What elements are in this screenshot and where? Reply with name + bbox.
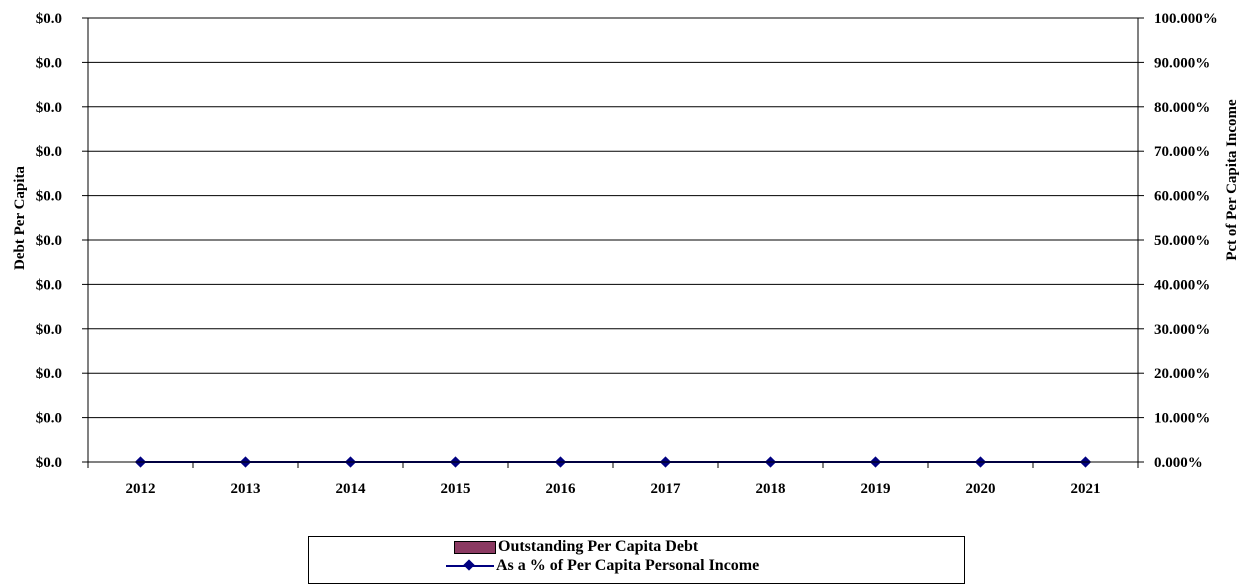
right-tick-label: 60.000% [1154,189,1210,205]
left-tick-label: $0.0 [36,277,62,293]
right-axis-title: Pct of Per Capita Income [1224,99,1240,261]
x-tick-labels: 2012 2013 2014 2015 2016 2017 2018 2019 2020 2021 [126,481,1101,497]
x-tick-label: 2013 [231,481,261,497]
right-tick-label: 20.000% [1154,366,1210,382]
left-tick-label: $0.0 [36,322,62,338]
x-tick-label: 2014 [336,481,367,497]
x-tick-label: 2019 [861,481,891,497]
left-tick-label: $0.0 [36,100,62,116]
x-tick-label: 2015 [441,481,471,497]
right-tick-label: 80.000% [1154,100,1210,116]
left-tick-label: $0.0 [36,233,62,249]
legend-label-pct: As a % of Per Capita Personal Income [496,557,760,574]
right-tick-label: 30.000% [1154,322,1210,338]
x-tick-label: 2016 [546,481,577,497]
right-tick-label: 50.000% [1154,233,1210,249]
right-tick-label: 0.000% [1154,455,1203,471]
x-tick-label: 2020 [966,481,996,497]
legend-item-pct: As a % of Per Capita Personal Income [446,557,759,575]
left-tick-label: $0.0 [36,411,62,427]
x-tick-label: 2012 [126,481,156,497]
legend-label-debt: Outstanding Per Capita Debt [498,538,699,555]
left-axis-title: Debt Per Capita [12,166,28,270]
right-tick-label: 10.000% [1154,411,1210,427]
right-tick-labels: 0.000% 10.000% 20.000% 30.000% 40.000% 50.000… [1154,11,1218,471]
chart: $0.0 $0.0 $0.0 $0.0 $0.0 $0.0 $0.0 $0.0 $0.0 $0.0… [12,11,1240,497]
left-tick-labels: $0.0 $0.0 $0.0 $0.0 $0.0 $0.0 $0.0 $0.0 $0.0 $0.0… [36,11,62,471]
x-tick-label: 2021 [1071,481,1101,497]
x-tick-label: 2018 [756,481,786,497]
left-tick-label: $0.0 [36,455,62,471]
legend-bar-swatch [454,540,496,554]
right-tick-label: 40.000% [1154,277,1210,293]
legend-line-swatch [446,559,494,573]
right-tick-label: 90.000% [1154,55,1210,71]
left-tick-label: $0.0 [36,55,62,71]
right-tick-label: 70.000% [1154,144,1210,160]
legend-item-debt: Outstanding Per Capita Debt [454,538,698,556]
gridlines [88,17,1138,463]
left-tick-label: $0.0 [36,189,62,205]
axes [82,17,1144,468]
left-tick-label: $0.0 [36,144,62,160]
x-tick-label: 2017 [651,481,682,497]
legend: Outstanding Per Capita Debt As a % of Pe… [308,536,965,584]
right-tick-label: 100.000% [1154,11,1218,27]
left-tick-label: $0.0 [36,366,62,382]
left-tick-label: $0.0 [36,11,62,27]
